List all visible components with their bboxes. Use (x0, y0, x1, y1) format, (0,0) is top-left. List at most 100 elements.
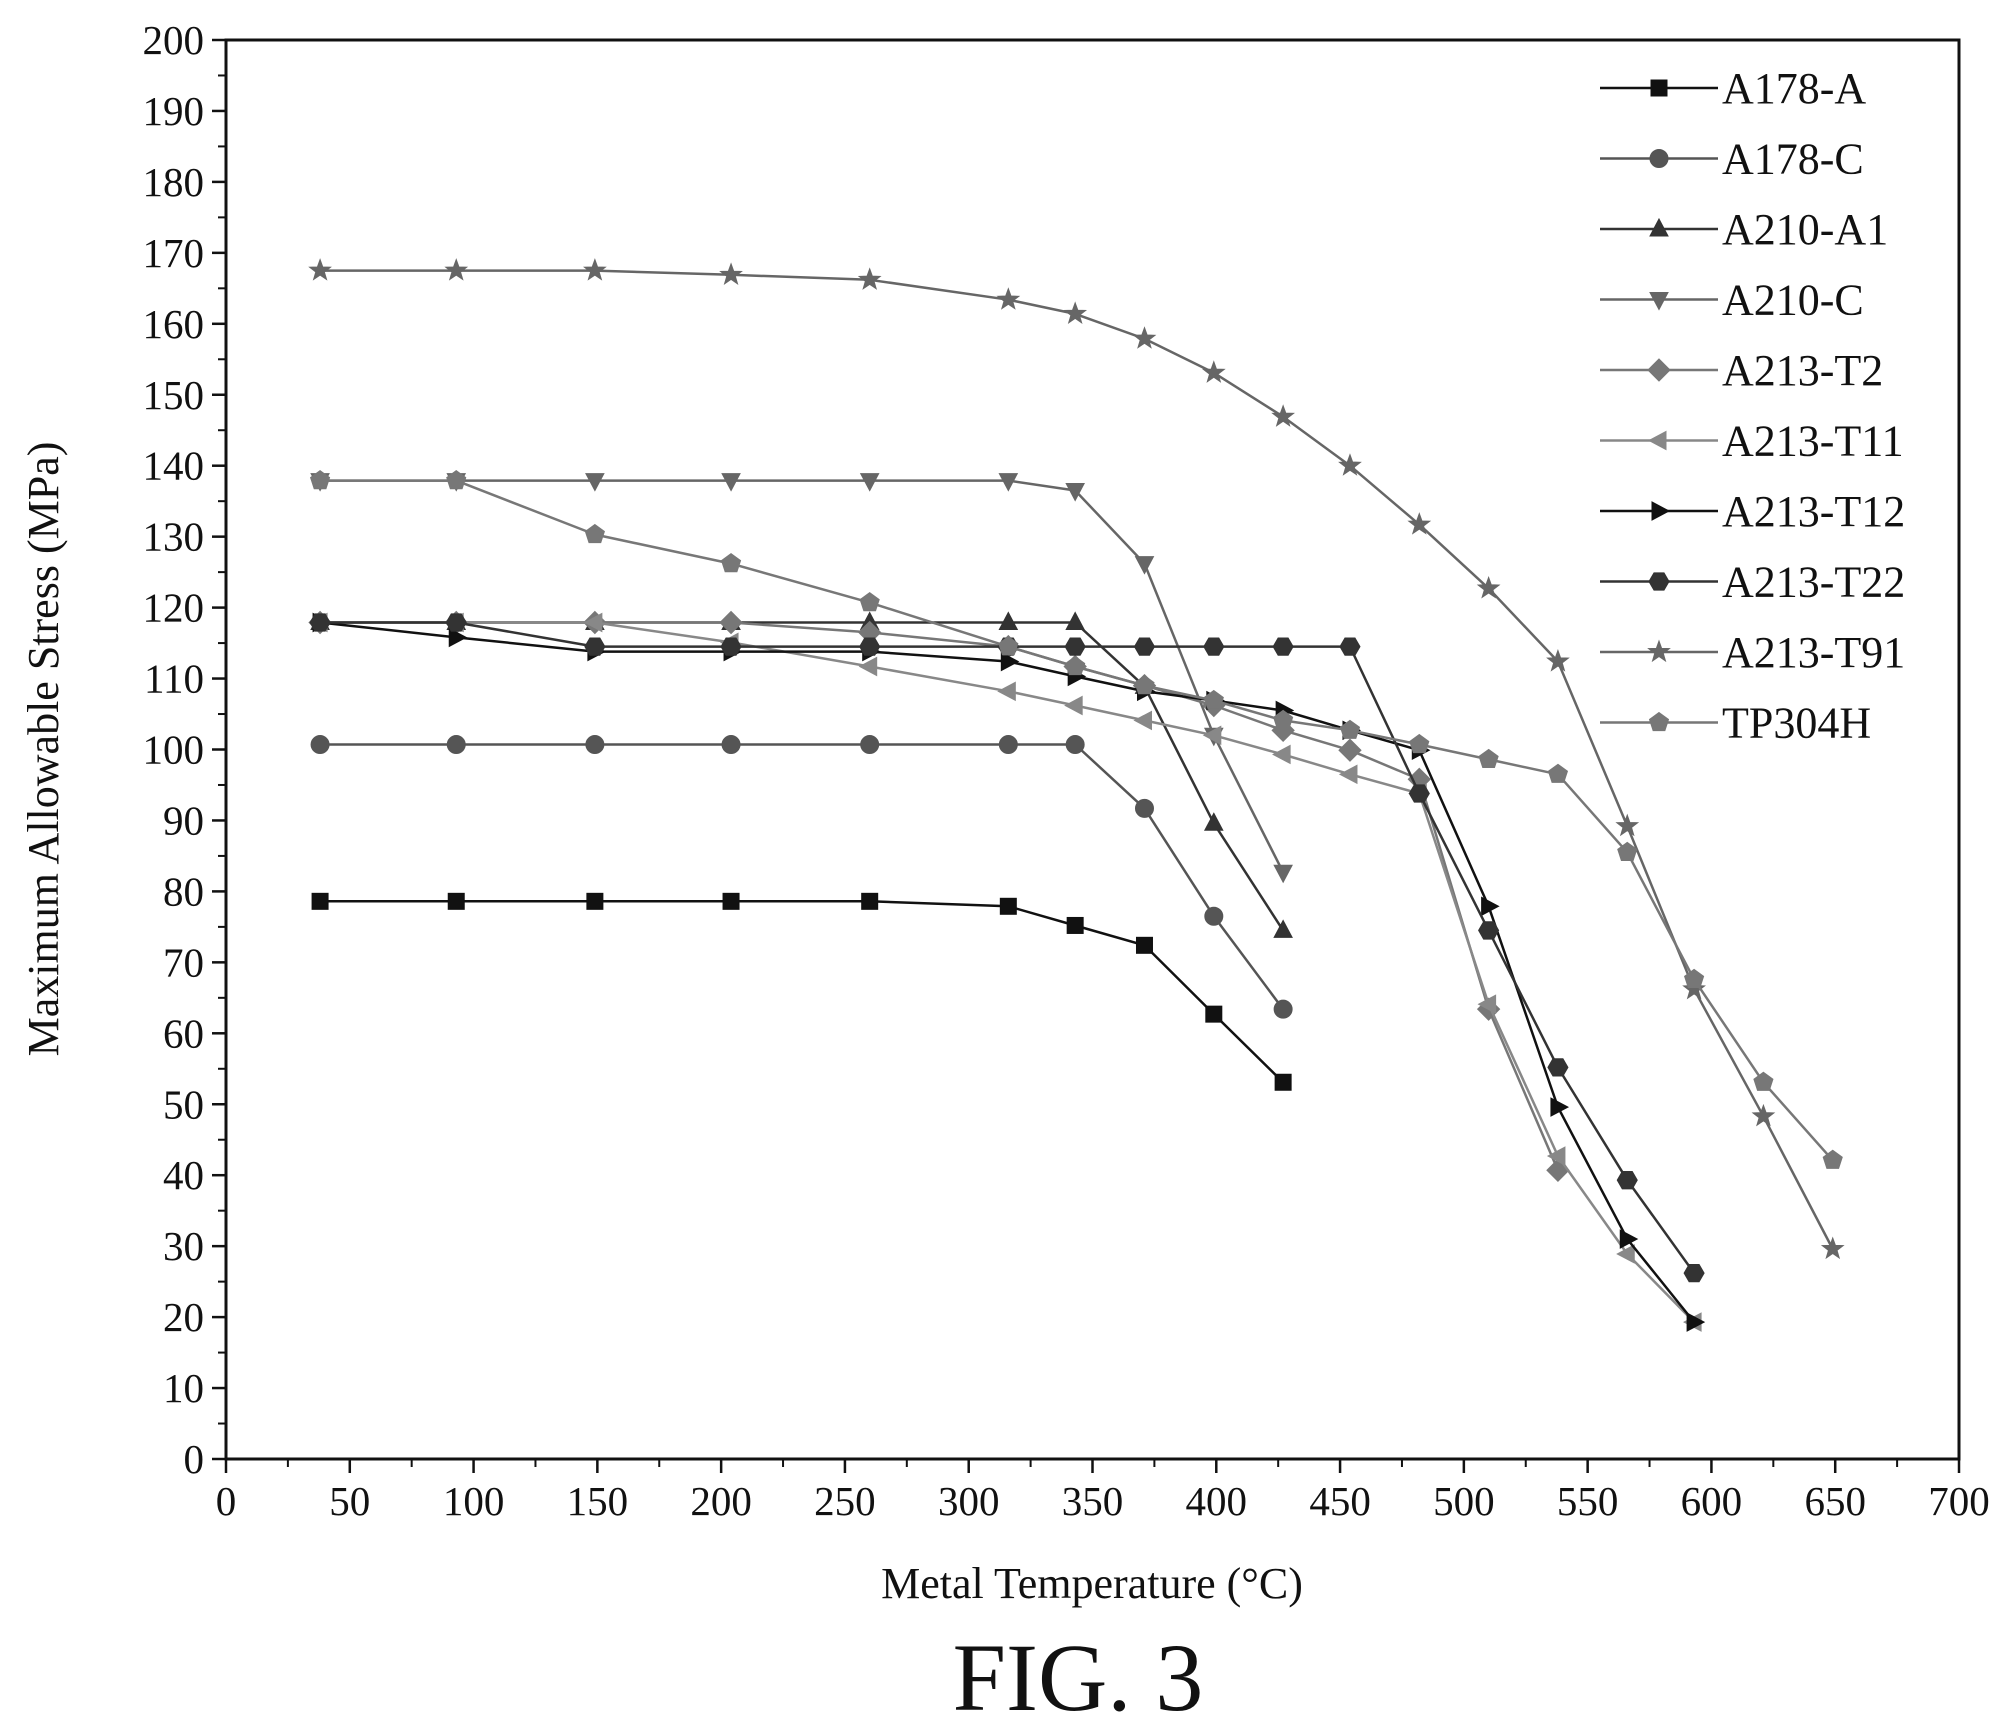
data-point (1133, 637, 1156, 656)
data-point (1134, 675, 1155, 695)
data-point (585, 735, 605, 755)
x-tick-label: 350 (1062, 1478, 1124, 1524)
series-a213-t2 (308, 610, 1570, 1182)
data-point (1753, 1071, 1774, 1091)
series-a178-a (311, 892, 1292, 1091)
data-point (1064, 695, 1083, 716)
data-point (448, 627, 468, 648)
y-tick-label: 10 (163, 1365, 204, 1411)
data-point (1546, 1146, 1566, 1166)
x-tick-label: 150 (567, 1478, 629, 1524)
x-axis-title: Metal Temperature (°C) (881, 1559, 1303, 1608)
legend-marker (1647, 358, 1671, 382)
legend-label: A213-T91 (1722, 628, 1905, 677)
series-line (320, 900, 1284, 1084)
data-point (583, 612, 603, 633)
y-tick-label: 20 (163, 1294, 204, 1340)
data-point (722, 892, 740, 910)
legend-item: TP304H (1600, 699, 1871, 748)
data-point (584, 637, 606, 656)
data-point (1065, 655, 1086, 676)
data-point (1615, 813, 1640, 837)
data-point (1338, 738, 1362, 762)
data-point (1546, 1158, 1570, 1182)
data-point (446, 469, 467, 490)
y-tick-label: 200 (143, 17, 205, 63)
data-point (1203, 689, 1224, 710)
y-tick-label: 130 (143, 514, 205, 560)
legend-marker (1647, 430, 1667, 451)
series-layer (308, 258, 1845, 1332)
x-tick-label: 0 (216, 1478, 237, 1524)
data-point (1132, 326, 1157, 349)
legend-label: A213-T2 (1722, 346, 1883, 395)
y-tick-label: 50 (163, 1081, 204, 1127)
y-tick-label: 160 (143, 301, 205, 347)
series-line (319, 621, 1696, 1323)
data-point (721, 473, 741, 492)
y-tick-label: 100 (143, 727, 205, 773)
data-point (1550, 1097, 1570, 1117)
plot-frame (224, 38, 1961, 1461)
series-a210-a1 (310, 611, 1293, 938)
data-point (1617, 841, 1638, 861)
data-point (309, 469, 331, 490)
data-point (1201, 360, 1226, 383)
legend-marker (1648, 572, 1670, 591)
data-point (1134, 556, 1155, 575)
series-a178-c (310, 735, 1293, 1019)
series-tp304h (309, 469, 1843, 1169)
data-point (1547, 1058, 1569, 1077)
data-point (308, 258, 332, 281)
data-point (310, 735, 330, 755)
data-point (1203, 812, 1224, 831)
data-point (998, 473, 1019, 492)
data-point (1205, 1005, 1223, 1023)
data-point (1133, 710, 1152, 731)
data-point (446, 735, 466, 755)
legend-label: A213-T11 (1722, 417, 1904, 466)
data-point (1616, 1171, 1638, 1190)
series-line (320, 479, 1834, 1162)
legend-item: A213-T12 (1600, 487, 1905, 536)
series-a213-t91 (308, 258, 1845, 1260)
x-tick-label: 450 (1309, 1478, 1371, 1524)
data-point (719, 610, 743, 635)
data-point (1751, 1103, 1776, 1127)
y-tick-label: 30 (163, 1223, 204, 1269)
y-tick-label: 90 (163, 797, 204, 843)
legend-marker (1649, 149, 1669, 168)
series-line (320, 269, 1834, 1250)
y-tick-label: 170 (143, 230, 205, 276)
legend-label: A178-C (1722, 135, 1864, 184)
data-point (860, 735, 880, 755)
data-point (1271, 404, 1295, 427)
data-point (1273, 919, 1293, 938)
data-point (1272, 744, 1291, 765)
data-point (1820, 1236, 1845, 1260)
data-point (998, 636, 1019, 656)
data-point (996, 287, 1021, 310)
y-tick-label: 180 (143, 159, 205, 205)
data-point (1409, 733, 1430, 754)
data-point (859, 473, 880, 492)
data-point (859, 592, 880, 612)
data-point (585, 473, 605, 492)
y-tick-label: 140 (143, 443, 205, 489)
legend-item: A178-A (1600, 64, 1866, 113)
data-point (445, 613, 467, 632)
data-point (1273, 999, 1293, 1019)
x-tick-label: 100 (443, 1478, 505, 1524)
figure-caption: FIG. 3 (953, 1624, 1204, 1731)
data-point (1546, 649, 1570, 672)
legend-item: A213-T11 (1600, 417, 1904, 466)
y-tick-label: 80 (163, 868, 204, 914)
legend-marker (1649, 292, 1669, 311)
x-tick-label: 300 (938, 1478, 1000, 1524)
data-point (1000, 651, 1020, 672)
series-line (320, 479, 1285, 873)
series-line (320, 621, 1285, 932)
y-tick-label: 70 (163, 939, 204, 985)
data-point (1273, 709, 1294, 730)
data-point (444, 258, 469, 281)
